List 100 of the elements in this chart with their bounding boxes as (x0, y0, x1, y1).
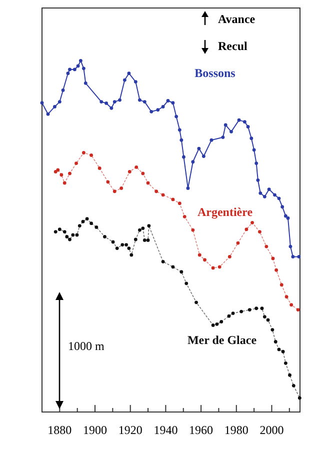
series-label: Argentière (197, 205, 254, 219)
point (82, 151, 86, 154)
point (291, 255, 295, 258)
point (220, 320, 224, 324)
point (61, 88, 65, 92)
x-tick-label: 1880 (48, 423, 72, 437)
point (218, 265, 222, 269)
point (248, 308, 252, 312)
point (68, 238, 72, 242)
point (94, 226, 98, 229)
point (194, 300, 198, 304)
point (71, 233, 75, 237)
point (85, 217, 89, 220)
point (288, 244, 292, 248)
point (211, 324, 215, 327)
point (58, 228, 62, 232)
text: Bossons (194, 66, 236, 80)
point (106, 180, 110, 184)
point (221, 136, 225, 139)
x-tick-label: 1920 (118, 423, 142, 437)
point (58, 100, 62, 104)
point (72, 68, 76, 72)
point (115, 246, 119, 250)
point (197, 146, 201, 150)
point (202, 154, 206, 158)
point (284, 295, 288, 298)
point (90, 154, 94, 157)
point (292, 384, 296, 388)
point (171, 265, 175, 269)
point (267, 188, 271, 191)
point (274, 268, 278, 272)
point (161, 193, 165, 197)
point (134, 238, 138, 242)
point (284, 214, 288, 218)
point (182, 155, 186, 159)
point (98, 166, 102, 170)
point (146, 181, 150, 185)
point (210, 138, 214, 142)
point (237, 118, 241, 122)
point (252, 148, 256, 152)
point (120, 186, 124, 190)
point (273, 193, 276, 197)
point (150, 110, 154, 114)
point (198, 253, 202, 257)
point (79, 59, 82, 62)
x-tick-label: 1940 (154, 423, 178, 437)
point (82, 66, 86, 70)
point (228, 255, 232, 258)
point (224, 123, 228, 127)
point (211, 266, 215, 270)
point (286, 216, 290, 220)
point (103, 235, 106, 238)
point (146, 238, 150, 242)
point (274, 340, 278, 344)
point (156, 108, 160, 112)
point (128, 170, 132, 174)
annotation: 1000 m (68, 339, 105, 353)
point (182, 214, 186, 218)
point (297, 255, 301, 258)
point (258, 230, 262, 234)
point (134, 165, 138, 169)
point (81, 220, 85, 224)
x-tick-label: 1980 (224, 423, 248, 437)
point (280, 205, 284, 209)
point (141, 226, 145, 230)
point (66, 72, 70, 76)
point (284, 361, 288, 365)
point (180, 270, 184, 274)
point (180, 138, 184, 142)
point (178, 202, 182, 206)
point (186, 186, 190, 190)
point (120, 243, 124, 246)
point (262, 315, 266, 318)
point (166, 99, 170, 102)
point (250, 136, 254, 140)
point (288, 373, 292, 377)
point (62, 230, 66, 234)
point (142, 238, 146, 242)
point (270, 328, 274, 332)
point (281, 350, 285, 354)
point (56, 168, 60, 172)
point (256, 178, 260, 182)
point (203, 258, 206, 262)
point (62, 181, 66, 185)
point (54, 230, 58, 234)
point (236, 241, 240, 245)
point (161, 260, 165, 264)
point (40, 101, 44, 105)
point (171, 101, 175, 105)
point (53, 105, 56, 108)
point (271, 256, 275, 260)
point (127, 246, 131, 250)
point (240, 310, 244, 314)
point (154, 190, 158, 194)
point (280, 283, 284, 287)
point (191, 160, 195, 164)
point (138, 228, 142, 232)
point (178, 128, 182, 132)
point (258, 191, 262, 195)
point (90, 222, 94, 226)
